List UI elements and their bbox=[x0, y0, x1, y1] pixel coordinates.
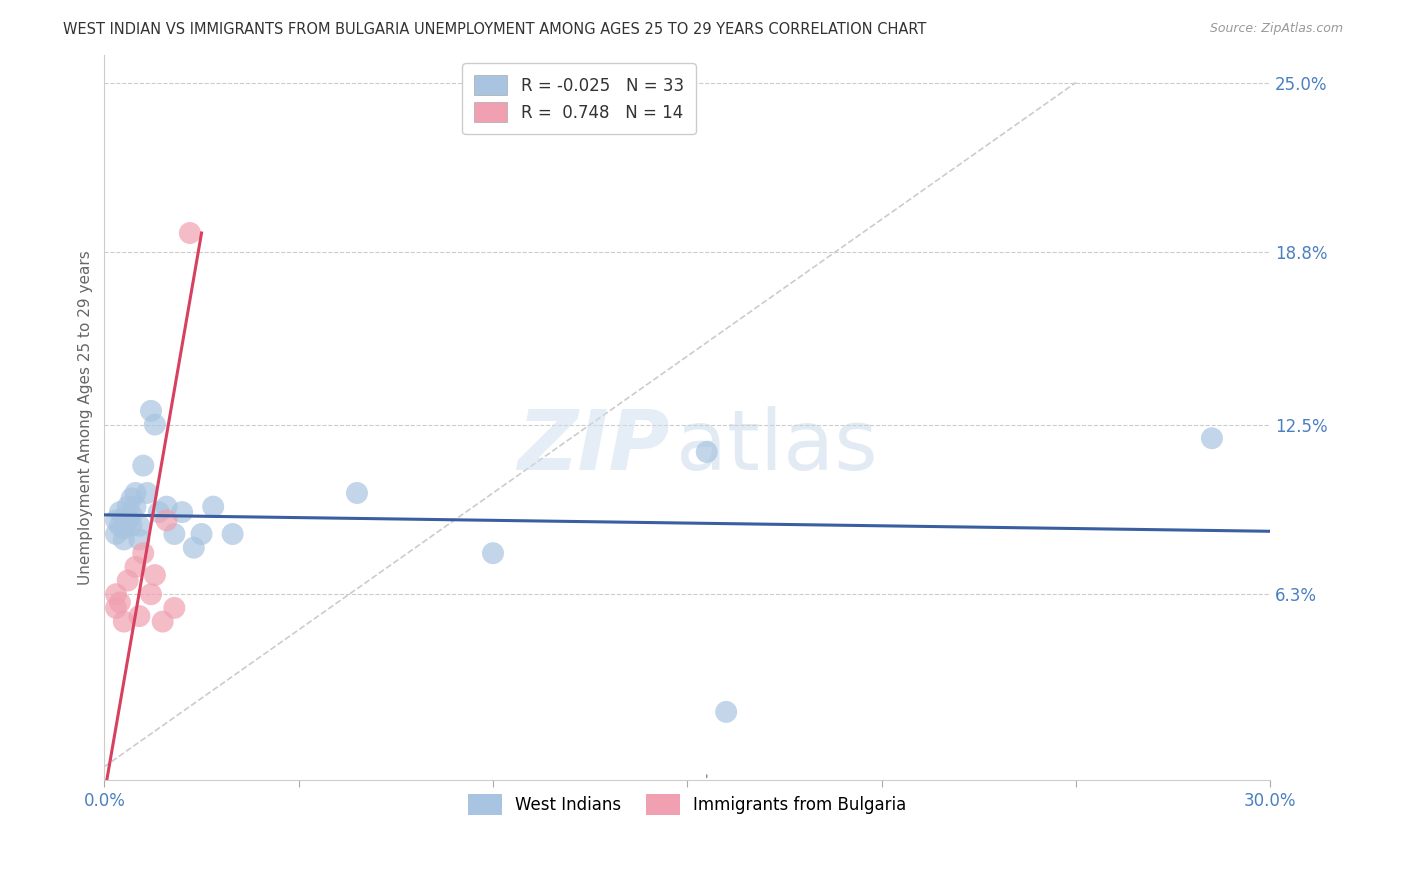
Point bbox=[139, 404, 162, 418]
Point bbox=[121, 491, 143, 506]
Point bbox=[172, 505, 194, 519]
Point bbox=[108, 518, 131, 533]
Point bbox=[143, 417, 166, 432]
Point bbox=[117, 500, 139, 514]
Point bbox=[163, 527, 186, 541]
Point bbox=[124, 500, 146, 514]
Point bbox=[143, 568, 166, 582]
Point bbox=[112, 522, 135, 536]
Point bbox=[108, 505, 131, 519]
Point bbox=[155, 513, 177, 527]
Point bbox=[128, 518, 150, 533]
Point bbox=[155, 500, 177, 514]
Point bbox=[221, 527, 243, 541]
Point bbox=[179, 226, 201, 240]
Point bbox=[183, 541, 205, 555]
Point bbox=[128, 609, 150, 624]
Legend: West Indians, Immigrants from Bulgaria: West Indians, Immigrants from Bulgaria bbox=[457, 782, 918, 826]
Point bbox=[105, 513, 128, 527]
Point bbox=[714, 705, 737, 719]
Point bbox=[152, 615, 174, 629]
Point bbox=[190, 527, 212, 541]
Point bbox=[121, 508, 143, 522]
Point bbox=[105, 587, 128, 601]
Point bbox=[139, 587, 162, 601]
Point bbox=[117, 574, 139, 588]
Point bbox=[112, 510, 135, 524]
Point bbox=[105, 601, 128, 615]
Point bbox=[136, 486, 159, 500]
Point bbox=[124, 486, 146, 500]
Y-axis label: Unemployment Among Ages 25 to 29 years: Unemployment Among Ages 25 to 29 years bbox=[79, 251, 93, 585]
Point bbox=[117, 513, 139, 527]
Point bbox=[112, 533, 135, 547]
Point bbox=[124, 559, 146, 574]
Point bbox=[128, 533, 150, 547]
Point bbox=[482, 546, 505, 560]
Point bbox=[132, 458, 155, 473]
Point bbox=[108, 595, 131, 609]
Point bbox=[1201, 431, 1223, 445]
Point bbox=[346, 486, 368, 500]
Point bbox=[202, 500, 225, 514]
Point bbox=[132, 546, 155, 560]
Text: atlas: atlas bbox=[676, 406, 877, 487]
Point bbox=[105, 527, 128, 541]
Text: ZIP: ZIP bbox=[517, 406, 669, 487]
Point bbox=[121, 518, 143, 533]
Text: Source: ZipAtlas.com: Source: ZipAtlas.com bbox=[1209, 22, 1343, 36]
Point bbox=[112, 615, 135, 629]
Point bbox=[696, 445, 718, 459]
Text: WEST INDIAN VS IMMIGRANTS FROM BULGARIA UNEMPLOYMENT AMONG AGES 25 TO 29 YEARS C: WEST INDIAN VS IMMIGRANTS FROM BULGARIA … bbox=[63, 22, 927, 37]
Point bbox=[148, 505, 170, 519]
Point bbox=[163, 601, 186, 615]
